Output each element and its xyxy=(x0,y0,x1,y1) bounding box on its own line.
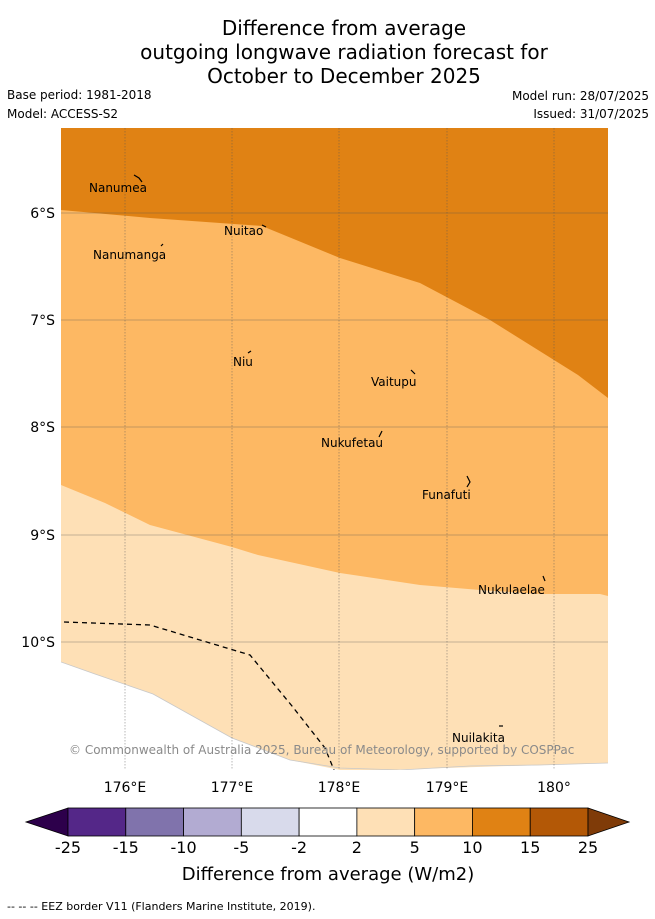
colorbar-cell xyxy=(125,807,184,837)
lat-label: 6°S xyxy=(30,206,55,222)
lat-label: 9°S xyxy=(30,528,55,544)
colorbar-tick: 2 xyxy=(352,838,362,857)
chart-title: Difference from average outgoing longwav… xyxy=(0,16,655,88)
place-label: Nuilakita xyxy=(452,731,505,745)
zone-edge xyxy=(61,661,608,770)
title-line-2: outgoing longwave radiation forecast for xyxy=(140,40,548,64)
lat-label: 8°S xyxy=(30,420,55,436)
place-label: Nuitao xyxy=(224,224,263,238)
island-nukufetau xyxy=(378,430,383,438)
place-label: Nanumea xyxy=(89,181,147,195)
island-funafuti xyxy=(466,475,471,488)
colorbar-tick: -5 xyxy=(233,838,249,857)
copyright-text: © Commonwealth of Australia 2025, Bureau… xyxy=(69,743,574,757)
lon-axis: 176°E 177°E 178°E 179°E 180° xyxy=(104,780,571,796)
island-niu xyxy=(247,350,252,354)
lat-label: 10°S xyxy=(21,635,55,651)
colorbar-cell xyxy=(67,807,127,837)
colorbar-tick: 5 xyxy=(410,838,420,857)
colorbar-tick: 15 xyxy=(520,838,540,857)
islands xyxy=(133,174,546,727)
place-label: Vaitupu xyxy=(371,375,417,389)
place-label: Nukufetau xyxy=(321,436,383,450)
issued-date: Issued: 31/07/2025 xyxy=(533,107,649,121)
zone-below xyxy=(61,662,340,770)
lon-label: 179°E xyxy=(426,780,469,796)
colorbar-cell xyxy=(298,807,358,837)
legend-footer: -- -- -- EEZ border V11 (Flanders Marine… xyxy=(7,900,316,913)
colorbar-tick: -15 xyxy=(113,838,139,857)
lon-label: 178°E xyxy=(318,780,361,796)
place-label: Funafuti xyxy=(422,488,471,502)
model-name: Model: ACCESS-S2 xyxy=(7,107,119,121)
colorbar-cell xyxy=(414,807,473,837)
base-period: Base period: 1981-2018 xyxy=(7,88,152,102)
colorbar-cells xyxy=(67,807,589,837)
lon-label: 176°E xyxy=(104,780,147,796)
colorbar-cell xyxy=(472,807,531,837)
title-line-3: October to December 2025 xyxy=(207,64,481,88)
colorbar-tick: -10 xyxy=(170,838,196,857)
place-label: Nanumanga xyxy=(93,248,166,262)
place-labels: Nanumea Nuitao Nanumanga Niu Vaitupu Nuk… xyxy=(89,181,545,745)
colorbar-extend-low xyxy=(24,807,69,837)
lon-label: 180° xyxy=(537,780,571,796)
lon-label: 177°E xyxy=(211,780,254,796)
place-label: Niu xyxy=(233,355,253,369)
island-vaitupu xyxy=(410,369,416,375)
island-nanumanga xyxy=(160,243,164,247)
colorbar-tick: -2 xyxy=(291,838,307,857)
colorbar-cell xyxy=(183,807,242,837)
colorbar-cell xyxy=(240,807,300,837)
map-area: Nanumea Nuitao Nanumanga Niu Vaitupu Nuk… xyxy=(61,128,608,770)
colorbar-tick: -25 xyxy=(55,838,81,857)
colorbar-cell xyxy=(529,807,589,837)
colorbar-ticks: -25 -15 -10 -5 -2 2 5 10 15 25 xyxy=(55,838,598,857)
lat-axis: 6°S 7°S 8°S 9°S 10°S xyxy=(21,206,55,651)
gridlines xyxy=(61,128,608,770)
colorbar: -25 -15 -10 -5 -2 2 5 10 15 25 Difference from av… xyxy=(24,807,631,885)
place-label: Nukulaelae xyxy=(478,583,545,597)
zone-2-5 xyxy=(61,485,608,770)
island-nanumea xyxy=(133,174,143,183)
title-line-1: Difference from average xyxy=(221,16,467,40)
island-nukulaelae xyxy=(542,575,546,582)
model-run: Model run: 28/07/2025 xyxy=(511,89,649,103)
colorbar-tick: 10 xyxy=(462,838,482,857)
colorbar-cell xyxy=(356,807,416,837)
colorbar-extend-high xyxy=(587,807,631,837)
lat-label: 7°S xyxy=(30,313,55,329)
colorbar-label: Difference from average (W/m2) xyxy=(182,864,474,885)
island-nuitao xyxy=(261,224,267,228)
colorbar-tick: 25 xyxy=(578,838,598,857)
